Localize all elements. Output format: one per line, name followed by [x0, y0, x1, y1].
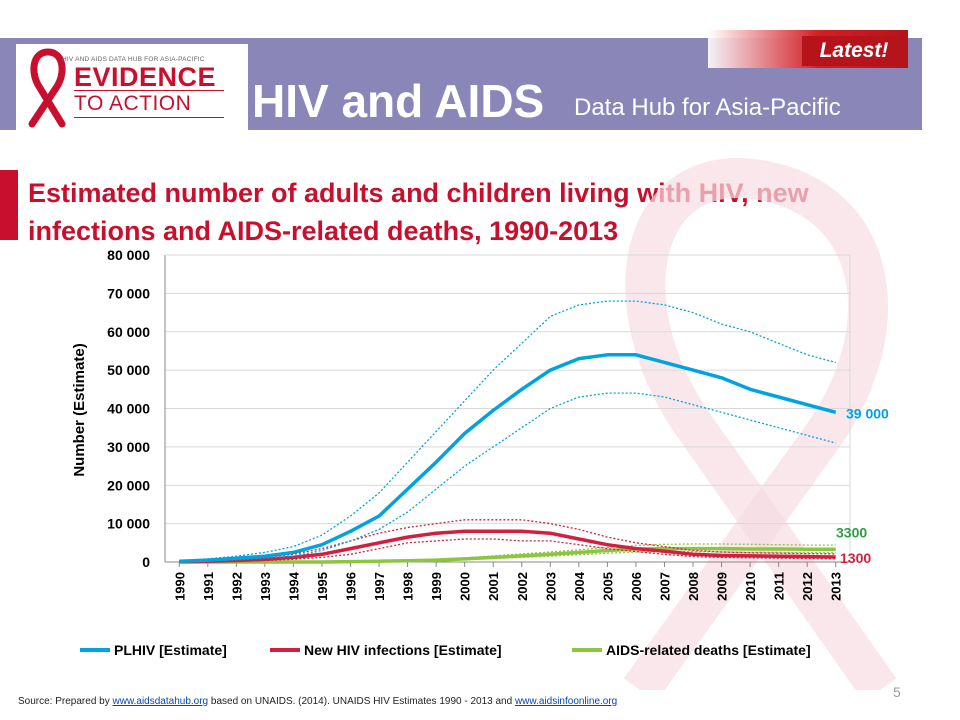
y-tick-label: 70 000	[107, 285, 150, 301]
y-axis-label: Number (Estimate)	[71, 343, 88, 476]
logo-to-action-text: TO ACTION	[74, 92, 192, 115]
x-tick-label: 2010	[743, 572, 758, 601]
x-tick-label: 1993	[258, 572, 273, 601]
x-tick-label: 1997	[372, 572, 387, 601]
x-tick-label: 2011	[772, 572, 787, 600]
x-tick-label: 2008	[686, 572, 701, 601]
header-subtitle: Data Hub for Asia-Pacific	[574, 94, 841, 121]
y-tick-label: 30 000	[107, 439, 150, 455]
series-end-label: 39 000	[846, 405, 889, 421]
x-tick-label: 2007	[657, 572, 672, 601]
logo-evidence-text: EVIDENCE	[74, 62, 217, 92]
x-tick-label: 1998	[401, 572, 416, 601]
source-middle: based on UNAIDS. (2014). UNAIDS HIV Esti…	[208, 696, 515, 707]
y-tick-label: 80 000	[107, 247, 150, 263]
x-tick-label: 2012	[800, 572, 815, 601]
series-upper-bound-line	[179, 300, 836, 562]
source-prefix: Source: Prepared by	[18, 696, 113, 707]
series-line	[179, 353, 837, 563]
logo-divider	[74, 117, 224, 118]
x-tick-label: 1991	[201, 572, 216, 601]
y-tick-label: 40 000	[107, 401, 150, 417]
aidsdatahub-link[interactable]: www.aidsdatahub.org	[112, 696, 209, 707]
y-tick-label: 20 000	[107, 477, 150, 493]
legend-label: PLHIV [Estimate]	[114, 642, 227, 658]
x-tick-label: 1996	[344, 572, 359, 601]
latest-badge: Latest!	[802, 36, 906, 66]
x-tick-label: 1992	[229, 572, 244, 601]
x-tick-label: 2006	[629, 572, 644, 601]
source-note: Source: Prepared by www.aidsdatahub.org …	[18, 696, 617, 707]
x-tick-label: 1995	[315, 572, 330, 601]
x-tick-label: 2002	[515, 572, 530, 601]
logo-divider	[74, 90, 224, 91]
red-ribbon-icon	[28, 48, 66, 128]
aidsinfoonline-link[interactable]: www.aidsinfoonline.org	[514, 696, 618, 707]
series-upper-bound-line	[179, 519, 836, 562]
legend-label: AIDS-related deaths [Estimate]	[606, 642, 811, 658]
x-tick-label: 2004	[572, 571, 587, 601]
series-lower-bound-line	[179, 538, 836, 563]
series-end-label: 1300	[840, 550, 871, 566]
y-tick-label: 10 000	[107, 516, 150, 532]
x-tick-label: 2001	[486, 572, 501, 601]
x-tick-label: 2000	[458, 572, 473, 601]
legend-label: New HIV infections [Estimate]	[304, 642, 502, 658]
x-tick-label: 1994	[286, 571, 301, 601]
background-ribbon-watermark	[623, 158, 897, 690]
x-tick-label: 2013	[829, 572, 844, 601]
x-tick-label: 2005	[600, 572, 615, 601]
x-tick-label: 1990	[172, 572, 187, 601]
title-accent-bar	[0, 170, 18, 240]
logo-caption: HIV AND AIDS DATA HUB FOR ASIA-PACIFIC	[62, 56, 205, 63]
series-lower-bound-line	[179, 392, 836, 563]
series-end-label: 3300	[836, 524, 867, 540]
series-line	[179, 546, 836, 564]
x-tick-label: 2003	[543, 572, 558, 601]
y-tick-label: 0	[142, 554, 150, 570]
series-line	[179, 529, 836, 564]
header-title: HIV and AIDS	[252, 75, 545, 127]
y-tick-label: 50 000	[107, 362, 150, 378]
page-number: 5	[893, 684, 901, 700]
y-tick-label: 60 000	[107, 324, 150, 340]
x-tick-label: 2009	[715, 572, 730, 601]
line-chart: 0 10 000 20 000 30 000 40 000 50 000 60 000 70 …	[71, 158, 897, 690]
x-tick-label: 1999	[429, 572, 444, 601]
